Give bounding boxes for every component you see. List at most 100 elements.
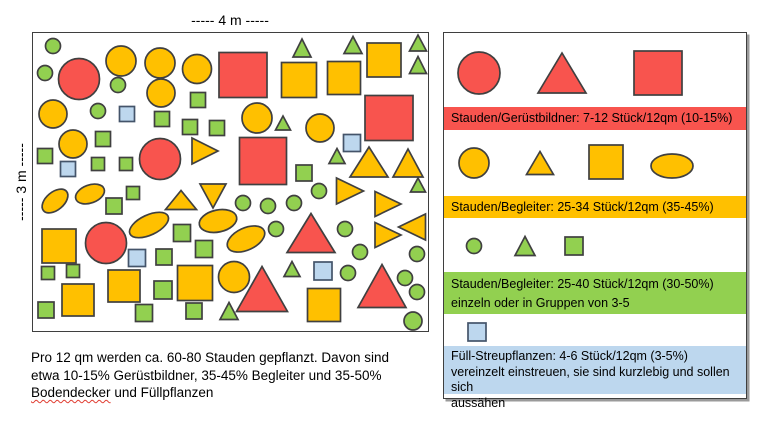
plant-shape-yellow-square [588,144,624,180]
plant-shape-red-square [633,50,683,96]
plant-shape-yellow-circle [458,147,490,179]
plant-shape-yellow-triangle-left [396,212,427,242]
plant-shape-yellow-ellipse [198,208,238,234]
plant-shape-green-square [134,303,154,323]
plant-shape-blue-square [342,133,362,153]
legend-band-line: aussähen [451,395,506,410]
legend-panel: Stauden/Gerüstbildner: 7-12 Stück/12qm (… [443,32,747,410]
plant-shape-green-circle [310,182,328,200]
plant-shape-yellow-square [41,228,77,264]
plant-shape-green-circle [89,102,107,120]
plant-shape-blue-square [313,261,333,281]
plant-shape-yellow-circle [38,99,68,129]
plant-shape-green-circle [339,264,357,282]
plant-shape-green-square [105,197,123,215]
caption-line-2: etwa 10-15% Gerüstbildner, 35-45% Beglei… [31,367,382,383]
plant-shape-yellow-ellipse [650,153,694,179]
plant-shape-green-circle [36,64,54,82]
legend-band-geruestbildner: Stauden/Gerüstbildner: 7-12 Stück/12qm (… [444,107,746,130]
plant-shape-yellow-ellipse [128,211,170,239]
caption-line-3-rest: und Füllpflanzen [110,385,214,400]
plant-shape-green-square [172,223,192,243]
plant-shape-red-triangle [536,51,588,94]
plant-shape-green-square [181,118,199,136]
plant-shape-red-circle [457,51,501,95]
caption-line-1: Pro 12 qm werden ca. 60-80 Stauden gepfl… [31,350,389,365]
plant-shape-yellow-triangle [525,149,555,176]
plant-shape-yellow-triangle-down [198,183,228,210]
plant-shape-yellow-triangle [348,145,390,178]
plant-shape-yellow-square [306,287,342,323]
plant-shape-red-square [364,94,414,142]
caption-line-3: Bodendecker und Füllpflanzen [31,384,441,402]
plant-shape-green-square [185,302,203,320]
plant-shape-yellow-circle [305,113,335,143]
caption-text: Pro 12 qm werden ca. 60-80 Stauden gepfl… [31,349,441,402]
legend-swatches-canvas [457,50,694,342]
plant-shape-green-circle [267,220,285,238]
plant-shape-green-circle [285,194,303,212]
plant-shape-green-circle [109,76,127,94]
plant-shape-yellow-triangle [391,147,425,178]
plant-shape-green-triangle [408,54,428,75]
plant-shape-green-triangle [274,114,292,131]
plant-shape-yellow-circle [144,47,176,79]
plant-shape-green-square [125,185,141,201]
plant-shape-yellow-triangle-right [191,136,220,166]
plant-shape-yellow-circle [217,260,251,294]
plant-shape-blue-square [118,105,136,123]
plant-shape-yellow-square [107,269,141,303]
plant-shape-green-square [208,119,226,137]
legend-band-bodendecker: Stauden/Begleiter: 25-40 Stück/12qm (30-… [444,272,746,314]
plant-shape-blue-square [127,248,147,268]
plant-shape-green-circle [44,37,62,55]
plant-shape-yellow-square [176,264,214,302]
plant-shape-red-circle [84,221,128,265]
plant-shape-yellow-triangle-right [374,221,403,249]
plant-shape-green-square [37,301,55,319]
plant-shape-yellow-circle [146,78,176,108]
plant-shape-yellow-circle [58,129,88,159]
plant-shape-yellow-circle [241,102,273,134]
plant-shape-red-square [218,51,268,99]
planting-plan-box [32,32,429,332]
plant-shape-green-square [94,130,112,148]
plant-shape-green-triangle [327,146,347,165]
plant-shape-red-square [238,136,288,186]
plant-shape-yellow-square [326,60,362,96]
plant-shape-green-square [118,156,134,172]
plant-shape-yellow-square [61,283,95,317]
plant-shape-green-triangle [408,33,428,52]
caption-misspelled-word: Bodendecker [31,385,111,400]
plant-shape-red-triangle [356,262,408,309]
plant-shape-green-triangle [409,176,427,193]
width-dimension-label: ----- 4 m ----- [191,12,269,28]
plant-shape-green-triangle [291,37,313,58]
plant-shape-green-square [40,265,56,281]
plant-shape-yellow-square [280,61,318,99]
legend-band-line: Stauden/Begleiter: 25-40 Stück/12qm (30-… [451,277,714,291]
plant-shape-green-square [153,280,173,300]
plant-shape-green-square [65,263,81,279]
plant-shape-yellow-triangle-right [335,176,366,206]
plant-shape-yellow-square [366,42,402,78]
plant-shape-blue-square [467,322,487,342]
plant-shape-green-square [36,147,54,165]
plant-shape-red-triangle [235,264,289,313]
plant-shape-green-circle [408,283,426,301]
plant-shape-blue-square [59,160,77,178]
plant-shape-green-circle [259,197,277,215]
legend-band-line: Stauden/Gerüstbildner: 7-12 Stück/12qm (… [451,111,733,125]
plant-shape-green-circle [465,237,483,255]
legend-band-fuellpflanzen: Füll-Streupflanzen: 4-6 Stück/12qm (3-5%… [444,346,746,410]
legend-band-begleiter: Stauden/Begleiter: 25-34 Stück/12qm (35-… [444,196,746,218]
plant-shape-yellow-triangle-right [374,190,403,218]
plant-shape-red-circle [138,137,182,181]
plant-shape-red-triangle [285,211,337,254]
plant-shape-green-circle [234,194,252,212]
plant-shape-green-triangle [282,259,302,278]
plant-shape-yellow-triangle [163,189,199,211]
plant-shape-green-square [194,239,214,259]
plant-shape-green-triangle [218,300,240,321]
legend-band-line: Füll-Streupflanzen: 4-6 Stück/12qm (3-5%… [451,349,688,363]
